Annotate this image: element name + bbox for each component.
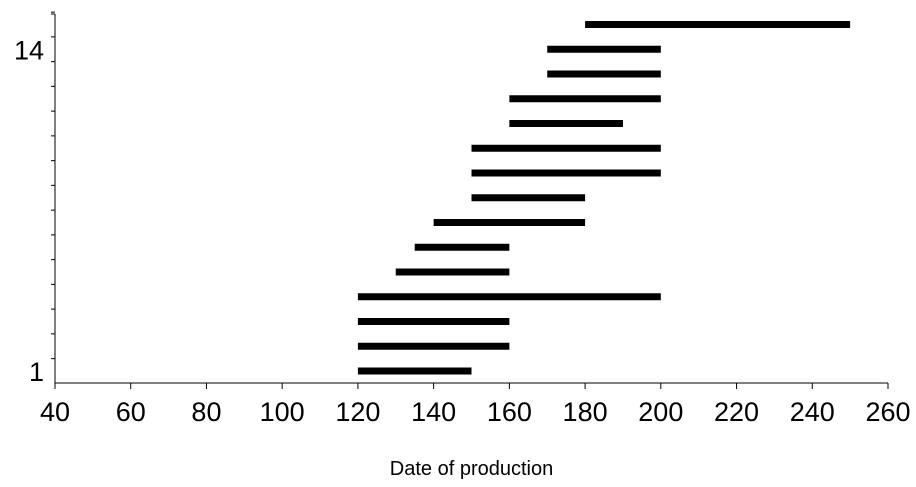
range-bar <box>414 243 510 251</box>
x-tick-label: 140 <box>411 397 456 427</box>
range-bar <box>471 169 661 177</box>
x-tick-label: 160 <box>487 397 532 427</box>
x-tick-label: 240 <box>790 397 835 427</box>
x-axis-title: Date of production <box>390 458 553 480</box>
x-tick-label: 220 <box>714 397 759 427</box>
range-bar <box>509 95 661 103</box>
range-bar <box>585 21 851 28</box>
y-axis: 1 14 <box>14 11 56 387</box>
y-tick-label: 14 <box>14 35 44 65</box>
range-bar <box>357 318 510 325</box>
x-tick-label: 120 <box>335 397 380 427</box>
x-tick-label: 40 <box>40 397 70 427</box>
range-bar <box>357 342 510 350</box>
x-tick-label: 260 <box>865 397 910 427</box>
range-bars <box>357 21 851 375</box>
range-bar <box>547 45 661 53</box>
range-bar <box>471 144 661 152</box>
x-tick-label: 200 <box>638 397 683 427</box>
x-tick-label: 180 <box>563 397 608 427</box>
x-tick-label: 60 <box>116 397 146 427</box>
range-bar <box>509 120 623 127</box>
range-bar <box>357 293 661 301</box>
range-bar <box>433 219 586 226</box>
x-tick-label: 100 <box>260 397 305 427</box>
range-bar <box>357 367 472 375</box>
x-tick-label: 80 <box>191 397 221 427</box>
range-bar <box>395 268 510 276</box>
range-bar <box>547 70 661 78</box>
range-bar <box>471 194 586 202</box>
y-tick-label: 1 <box>29 357 44 387</box>
x-axis: 40 60 80 100 120 140 160 180 200 220 240 260 <box>40 382 911 427</box>
